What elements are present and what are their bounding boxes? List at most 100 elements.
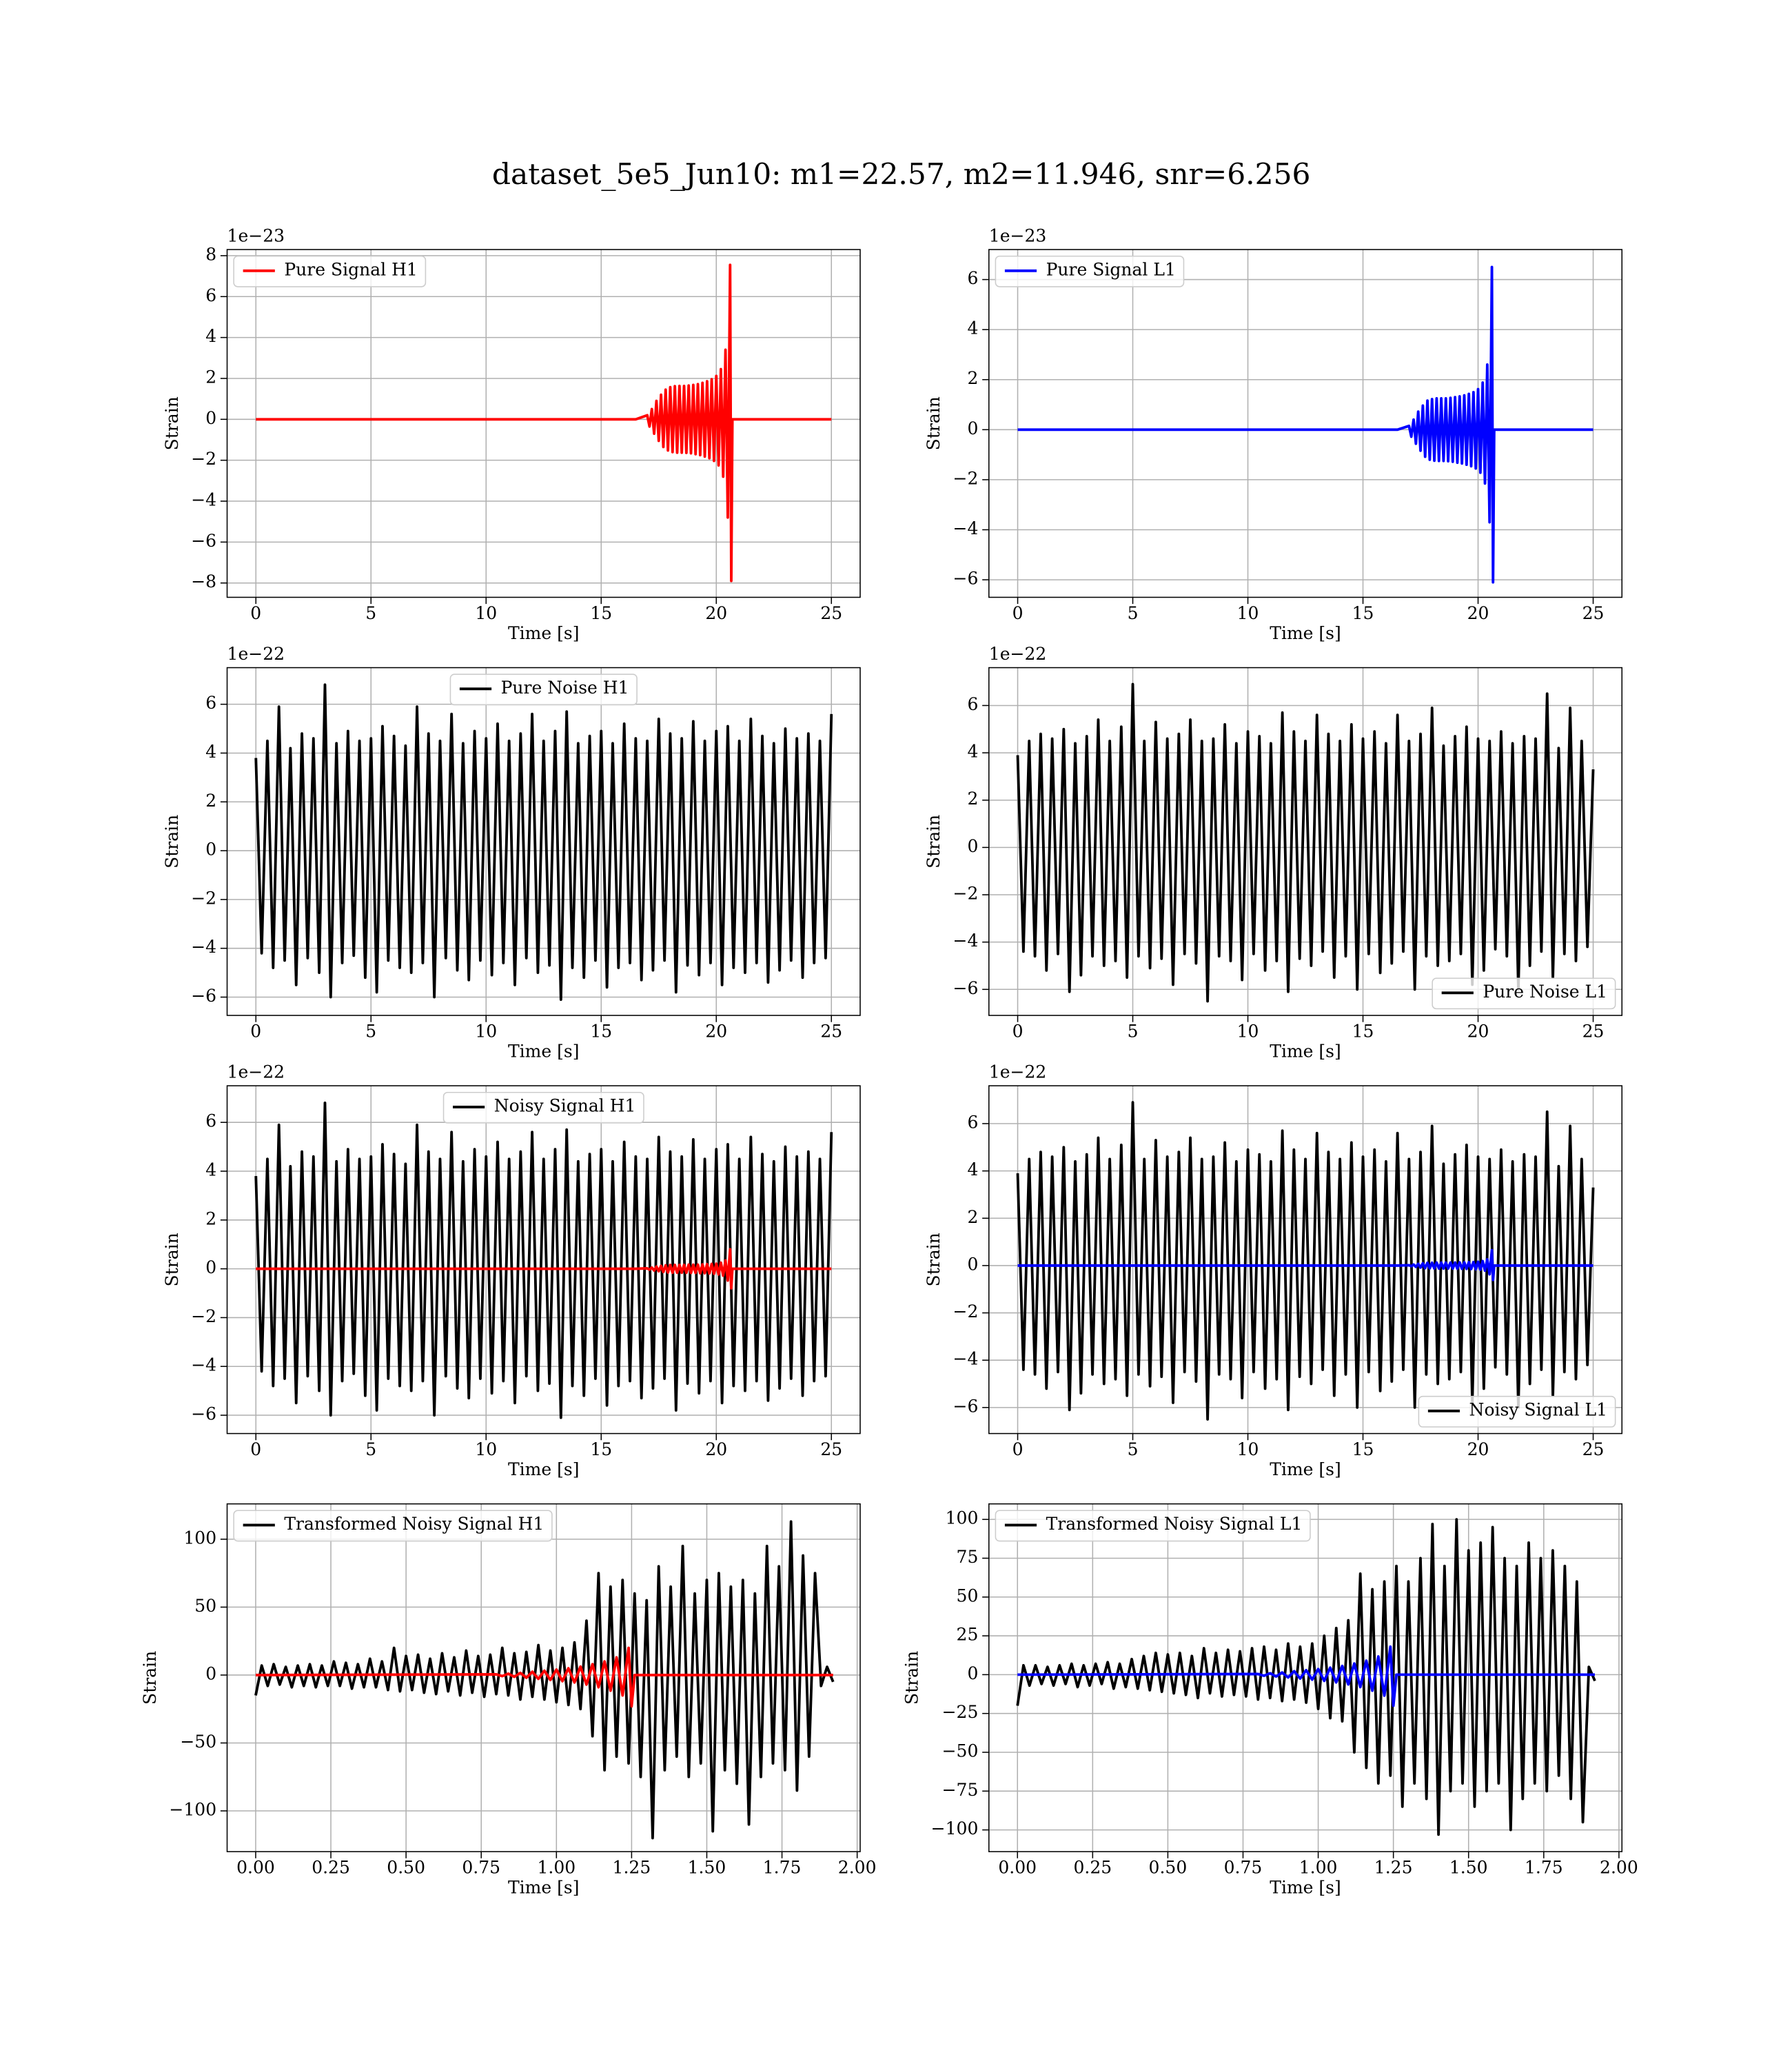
x-tick-label: 1.50	[1449, 1858, 1488, 1878]
x-tick-label: 10	[1237, 603, 1259, 623]
offset-text: 1e−23	[227, 225, 285, 245]
y-tick-label: −25	[942, 1702, 979, 1722]
y-tick-label: 4	[967, 742, 978, 762]
x-tick-label: 1.75	[1525, 1858, 1563, 1878]
y-tick-label: 2	[967, 1207, 978, 1227]
y-tick-label: 4	[205, 1160, 216, 1180]
offset-text: 1e−23	[989, 225, 1047, 245]
y-tick-label: 0	[205, 408, 216, 428]
y-axis-label: Strain	[924, 815, 944, 869]
y-tick-label: 100	[183, 1528, 216, 1548]
y-tick-label: 2	[967, 789, 978, 809]
legend-label: Pure Noise L1	[1483, 982, 1607, 1002]
x-tick-label: 0.50	[1149, 1858, 1188, 1878]
axes-frame	[226, 1085, 861, 1435]
legend-box	[1432, 977, 1616, 1010]
y-tick-label: −100	[169, 1800, 216, 1820]
y-axis-label: Strain	[162, 815, 182, 869]
offset-text: 1e−22	[227, 1062, 285, 1082]
y-tick-label: −6	[953, 1396, 978, 1416]
offset-text: 1e−22	[989, 1062, 1047, 1082]
y-tick-label: −4	[953, 931, 978, 951]
y-tick-label: 0	[205, 840, 216, 860]
y-tick-label: −4	[953, 1349, 978, 1369]
offset-text: 1e−22	[989, 644, 1047, 664]
y-tick-label: −4	[191, 937, 216, 957]
y-axis-label: Strain	[162, 396, 182, 450]
plot-area	[254, 1101, 833, 1419]
series-line	[254, 683, 833, 1001]
plot-area	[1016, 1518, 1596, 1836]
x-tick-label: 25	[1582, 603, 1605, 623]
y-tick-label: 4	[967, 318, 978, 338]
y-tick-label: 0	[967, 1254, 978, 1274]
series-line	[1016, 1518, 1596, 1836]
legend-box	[233, 255, 427, 287]
legend-box	[442, 1091, 644, 1124]
legend-label: Pure Noise H1	[501, 678, 629, 698]
x-tick-label: 0	[1012, 1439, 1024, 1459]
x-tick-label: 1.25	[613, 1858, 651, 1878]
y-tick-label: 2	[205, 367, 216, 387]
axes-background	[227, 1503, 861, 1852]
x-tick-label: 0.00	[998, 1858, 1037, 1878]
x-tick-label: 0	[250, 1439, 261, 1459]
x-tick-label: 25	[1582, 1022, 1605, 1042]
legend-box	[995, 1510, 1311, 1542]
y-tick-label: −4	[191, 490, 216, 510]
y-tick-label: 0	[967, 836, 978, 856]
y-tick-label: 0	[205, 1663, 216, 1683]
y-tick-label: −50	[942, 1741, 979, 1761]
y-axis-label: Strain	[924, 1233, 944, 1286]
y-tick-label: −100	[931, 1818, 979, 1838]
x-tick-label: 5	[365, 1022, 376, 1042]
legend-box	[1418, 1395, 1616, 1428]
x-tick-label: 1.50	[688, 1858, 726, 1878]
y-tick-label: −8	[191, 571, 216, 591]
y-axis-label: Strain	[140, 1651, 160, 1705]
x-tick-label: 2.00	[1600, 1858, 1638, 1878]
axes-background	[227, 250, 861, 598]
x-tick-label: 5	[1128, 1439, 1139, 1459]
legend-label: Noisy Signal L1	[1469, 1399, 1608, 1419]
x-axis-label: Time [s]	[508, 1041, 580, 1061]
axes-background	[988, 1503, 1622, 1852]
x-tick-label: 20	[705, 1022, 727, 1042]
y-tick-label: −4	[953, 518, 978, 538]
legend: Transformed Noisy Signal H1	[233, 1510, 553, 1542]
y-tick-label: −50	[180, 1732, 216, 1752]
y-tick-label: 6	[205, 1111, 216, 1131]
legend-label: Noisy Signal H1	[494, 1095, 636, 1115]
legend: Noisy Signal L1	[1418, 1395, 1616, 1428]
series-line	[1017, 1645, 1596, 1707]
y-tick-label: 8	[205, 244, 216, 264]
axes-frame	[226, 667, 861, 1016]
legend-box	[449, 673, 638, 706]
series-line	[256, 1248, 832, 1290]
y-tick-label: 50	[194, 1596, 216, 1616]
x-tick-label: 20	[705, 603, 727, 623]
y-tick-label: 0	[967, 1663, 978, 1683]
axes-frame	[226, 1503, 861, 1852]
x-tick-label: 10	[475, 603, 497, 623]
y-tick-label: −6	[191, 531, 216, 551]
y-axis-label: Strain	[902, 1651, 922, 1705]
y-tick-label: −6	[953, 978, 978, 998]
plot-area	[254, 683, 833, 1001]
series-line	[254, 1101, 833, 1419]
x-tick-label: 1.00	[537, 1858, 576, 1878]
plot-area	[254, 1520, 835, 1840]
x-tick-label: 0	[1012, 1022, 1024, 1042]
x-tick-label: 20	[705, 1439, 727, 1459]
y-axis-label: Strain	[924, 396, 944, 450]
x-tick-label: 0.25	[1073, 1858, 1112, 1878]
y-tick-label: 0	[967, 418, 978, 438]
y-tick-label: −2	[953, 1301, 978, 1321]
x-tick-label: 5	[365, 1439, 376, 1459]
x-tick-label: 5	[1128, 1022, 1139, 1042]
legend-label: Transformed Noisy Signal H1	[284, 1514, 544, 1534]
y-tick-label: 2	[967, 368, 978, 388]
y-tick-label: 25	[957, 1625, 979, 1645]
